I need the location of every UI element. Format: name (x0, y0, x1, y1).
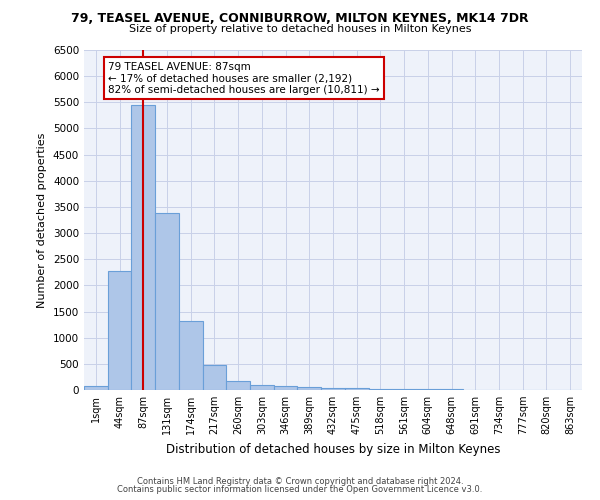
X-axis label: Distribution of detached houses by size in Milton Keynes: Distribution of detached houses by size … (166, 442, 500, 456)
Bar (203, 365, 226, 390)
Bar (250, 385, 274, 390)
Bar (368, 388, 392, 390)
Bar (274, 386, 298, 390)
Bar (298, 387, 321, 390)
Bar (392, 389, 416, 390)
Text: 79 TEASEL AVENUE: 87sqm
← 17% of detached houses are smaller (2,192)
82% of semi: 79 TEASEL AVENUE: 87sqm ← 17% of detache… (108, 62, 379, 94)
Bar (108, 270, 131, 390)
Bar (84, 386, 108, 390)
Text: Contains HM Land Registry data © Crown copyright and database right 2024.: Contains HM Land Registry data © Crown c… (137, 477, 463, 486)
Bar (345, 388, 368, 390)
Bar (131, 105, 155, 390)
Y-axis label: Number of detached properties: Number of detached properties (37, 132, 47, 308)
Bar (416, 389, 440, 390)
Bar (155, 213, 179, 390)
Text: Contains public sector information licensed under the Open Government Licence v3: Contains public sector information licen… (118, 485, 482, 494)
Text: 79, TEASEL AVENUE, CONNIBURROW, MILTON KEYNES, MK14 7DR: 79, TEASEL AVENUE, CONNIBURROW, MILTON K… (71, 12, 529, 26)
Bar (226, 382, 250, 390)
Bar (179, 322, 203, 390)
Bar (321, 388, 345, 390)
Text: Size of property relative to detached houses in Milton Keynes: Size of property relative to detached ho… (129, 24, 471, 34)
